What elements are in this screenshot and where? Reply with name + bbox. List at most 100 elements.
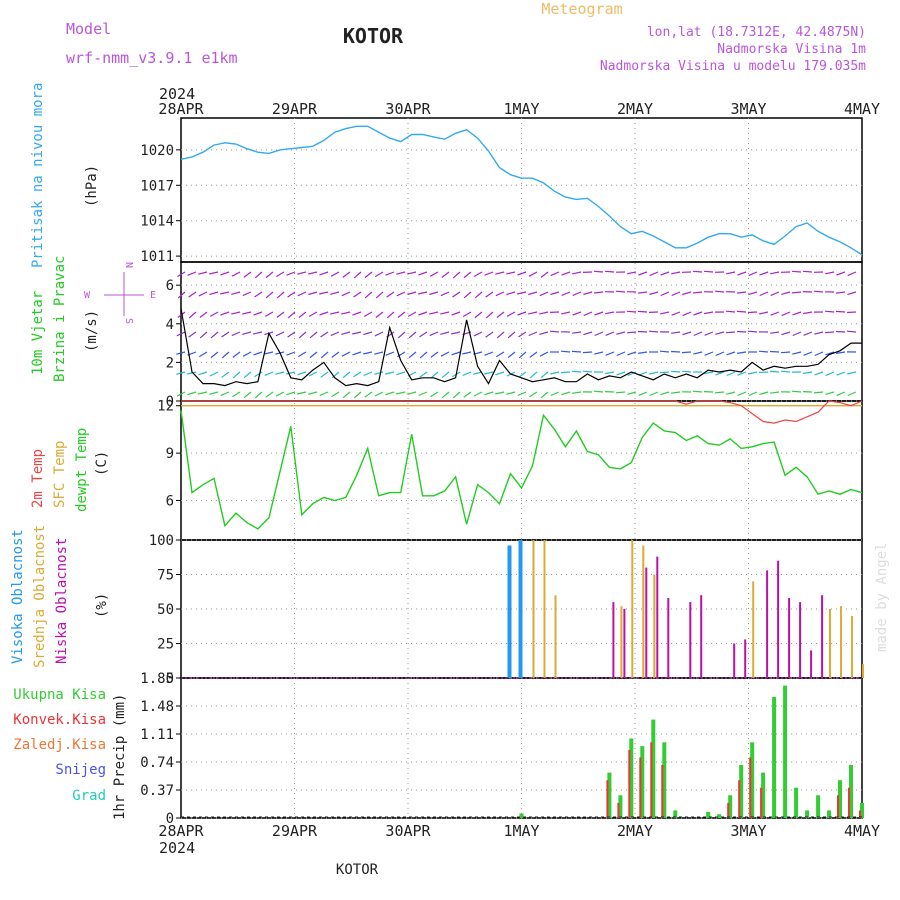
wind-arrow bbox=[561, 391, 571, 396]
wind-arrow bbox=[726, 371, 736, 377]
wind-arrow bbox=[419, 331, 428, 338]
wind-arrow bbox=[188, 291, 197, 298]
y-tick-label: 0 bbox=[166, 671, 174, 687]
wind-arrow bbox=[352, 331, 362, 335]
cloud-bar bbox=[689, 602, 692, 678]
wind-arrow bbox=[540, 271, 549, 278]
cloud-bar bbox=[543, 540, 546, 678]
wind-arrow bbox=[726, 391, 736, 395]
wind-arrow bbox=[495, 371, 505, 376]
chart-marks-layer bbox=[180, 125, 864, 818]
wind-arrow bbox=[177, 311, 186, 318]
wind-arrow bbox=[605, 311, 615, 315]
wind-arrow bbox=[780, 351, 791, 354]
x-tick-label-bottom: 1MAY bbox=[503, 822, 539, 840]
wind-compass-n: N bbox=[123, 262, 134, 268]
wind-arrow bbox=[451, 351, 461, 356]
precip-conv-bar bbox=[606, 780, 609, 818]
wind-arrow bbox=[517, 391, 527, 397]
wind-arrow bbox=[824, 331, 835, 334]
wind-arrow bbox=[298, 311, 307, 318]
wind-arrow bbox=[341, 331, 351, 335]
wind-arrow bbox=[309, 351, 318, 359]
wind-arrow bbox=[452, 291, 461, 298]
wind-arrow bbox=[770, 271, 780, 275]
wind-arrow bbox=[594, 351, 604, 355]
wind-arrow bbox=[473, 391, 483, 397]
station-title: KOTOR bbox=[343, 24, 404, 48]
wind-arrow bbox=[276, 291, 285, 299]
wind-arrow bbox=[386, 311, 395, 319]
wind-arrow bbox=[736, 310, 747, 313]
wind-arrow bbox=[440, 351, 450, 357]
cloud-bar bbox=[645, 567, 648, 678]
wind-arrow bbox=[507, 331, 516, 339]
wind-arrow bbox=[474, 311, 483, 319]
x-tick-label-top: 4MAY bbox=[844, 100, 880, 118]
wind-arrow bbox=[463, 271, 472, 279]
wind-arrow bbox=[220, 271, 230, 276]
y-tick-label: 9 bbox=[166, 446, 174, 462]
wind-arrow bbox=[605, 351, 615, 356]
wind-arrow bbox=[549, 330, 560, 333]
cloud-bar bbox=[656, 556, 659, 678]
precip-total-bar bbox=[728, 795, 733, 818]
wind-arrow bbox=[243, 391, 252, 399]
wind-arrow bbox=[254, 391, 263, 399]
wind-arrow bbox=[484, 351, 494, 356]
wind-arrow bbox=[847, 371, 857, 375]
wind-arrow bbox=[770, 391, 780, 394]
wind-arrow bbox=[682, 331, 692, 336]
wind-arrow bbox=[275, 391, 285, 397]
y-tick-label: 1014 bbox=[140, 214, 174, 230]
wind-arrow bbox=[375, 311, 384, 319]
cloud-bar bbox=[752, 581, 755, 678]
wind-arrow bbox=[792, 311, 802, 316]
wind-arrow bbox=[703, 311, 714, 315]
wind-arrow bbox=[352, 351, 362, 356]
wind-arrow bbox=[583, 331, 593, 336]
precip-total-bar bbox=[761, 772, 766, 818]
wind-arrow bbox=[341, 291, 351, 297]
wind-arrow bbox=[770, 311, 780, 316]
wind-arrow bbox=[353, 291, 362, 298]
precip-legend-frz: Zaledj.Kisa bbox=[13, 737, 106, 753]
wind-arrow bbox=[759, 291, 769, 297]
wind-arrow bbox=[506, 271, 516, 275]
wind-arrow bbox=[297, 271, 307, 275]
wind-arrow bbox=[626, 310, 637, 313]
wind-arrow bbox=[529, 351, 538, 358]
wind-arrow bbox=[615, 290, 626, 293]
wind-arrow bbox=[210, 351, 219, 359]
wind-arrow bbox=[385, 351, 395, 356]
cloud-bar bbox=[821, 595, 824, 678]
wind-arrow bbox=[692, 390, 703, 393]
wind-arrow bbox=[847, 291, 857, 296]
wind-arrow bbox=[550, 291, 560, 296]
x-tick-label-top: 2MAY bbox=[617, 100, 653, 118]
wind-arrow bbox=[396, 391, 406, 395]
wind-arrow bbox=[308, 291, 318, 296]
wind-arrow bbox=[473, 371, 483, 375]
wind-arrow bbox=[231, 271, 241, 277]
wind-arrow bbox=[429, 271, 439, 277]
wind-arrow bbox=[408, 331, 417, 339]
wind-arrow bbox=[495, 391, 505, 395]
wind-arrow bbox=[802, 311, 813, 315]
wind-arrow bbox=[242, 291, 252, 297]
y-tick-label: 1017 bbox=[140, 178, 174, 194]
y-tick-label: 12 bbox=[157, 399, 174, 415]
wind-arrow bbox=[593, 270, 604, 273]
wind-arrow bbox=[671, 291, 681, 296]
y-tick-label: 1.48 bbox=[140, 699, 174, 715]
x-tick-label-bottom: 3MAY bbox=[730, 822, 766, 840]
wind-arrow bbox=[638, 351, 648, 354]
wind-compass-s: S bbox=[123, 318, 134, 324]
cloud-bar bbox=[642, 545, 645, 678]
cloud-bar bbox=[554, 595, 557, 678]
wind-arrow bbox=[572, 311, 582, 316]
cloud-bar bbox=[799, 602, 802, 678]
wind-label-line2: Brzina i Pravac bbox=[52, 256, 68, 382]
precip-total-bar bbox=[805, 810, 810, 818]
wind-arrow bbox=[209, 391, 219, 395]
